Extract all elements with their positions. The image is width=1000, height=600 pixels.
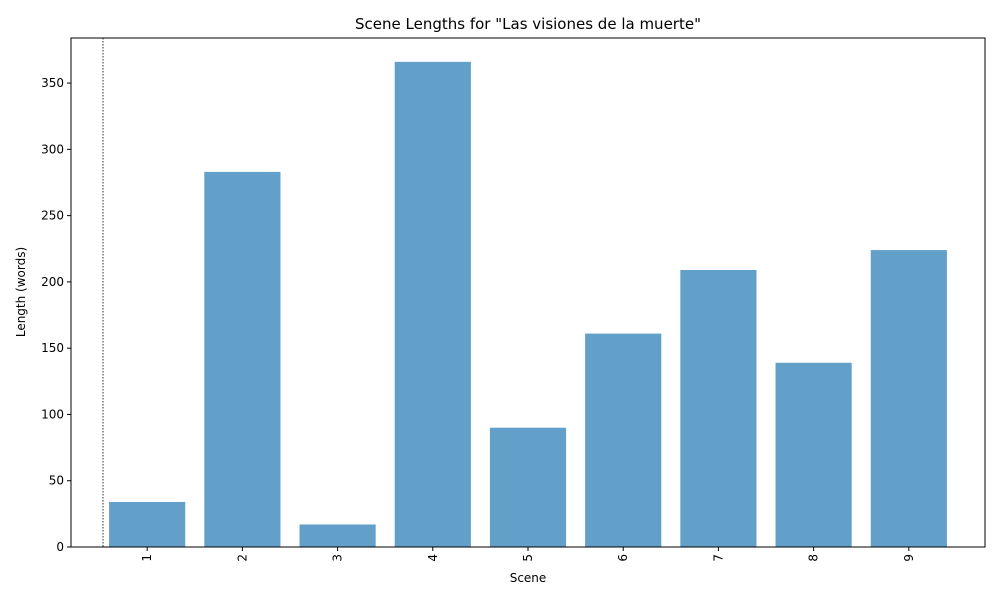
y-axis-title: Length (words) bbox=[14, 247, 28, 337]
x-tick-label: 6 bbox=[616, 554, 630, 562]
y-tick-label: 200 bbox=[41, 275, 64, 289]
bar-scene-8 bbox=[775, 362, 852, 547]
bar-scene-6 bbox=[585, 333, 662, 547]
y-tick-label: 0 bbox=[56, 540, 64, 554]
bar-scene-2 bbox=[204, 171, 281, 547]
x-tick-label: 5 bbox=[521, 554, 535, 562]
x-axis-title: Scene bbox=[510, 571, 547, 585]
y-tick-label: 150 bbox=[41, 341, 64, 355]
x-axis: 1 2 3 4 5 6 7 8 9 bbox=[140, 547, 916, 562]
bar-scene-3 bbox=[299, 524, 376, 547]
bar-scene-4 bbox=[394, 61, 471, 547]
bar-scene-5 bbox=[489, 427, 567, 547]
x-tick-label: 2 bbox=[235, 554, 249, 562]
x-tick-label: 8 bbox=[807, 554, 821, 562]
y-tick-label: 100 bbox=[41, 407, 64, 421]
bars-group bbox=[109, 61, 947, 548]
y-axis: 0 50 100 150 200 250 300 350 bbox=[41, 76, 71, 554]
bar-scene-7 bbox=[680, 269, 757, 547]
x-tick-label: 7 bbox=[711, 554, 725, 562]
y-tick-label: 350 bbox=[41, 76, 64, 90]
x-tick-label: 1 bbox=[140, 554, 154, 562]
y-tick-label: 300 bbox=[41, 142, 64, 156]
y-tick-label: 250 bbox=[41, 209, 64, 223]
chart-title: Scene Lengths for "Las visiones de la mu… bbox=[355, 15, 701, 33]
x-tick-label: 4 bbox=[426, 554, 440, 562]
bar-scene-9 bbox=[870, 250, 947, 548]
bar-scene-1 bbox=[109, 501, 186, 547]
y-tick-label: 50 bbox=[49, 474, 64, 488]
x-tick-label: 3 bbox=[331, 554, 345, 562]
x-tick-label: 9 bbox=[902, 554, 916, 562]
